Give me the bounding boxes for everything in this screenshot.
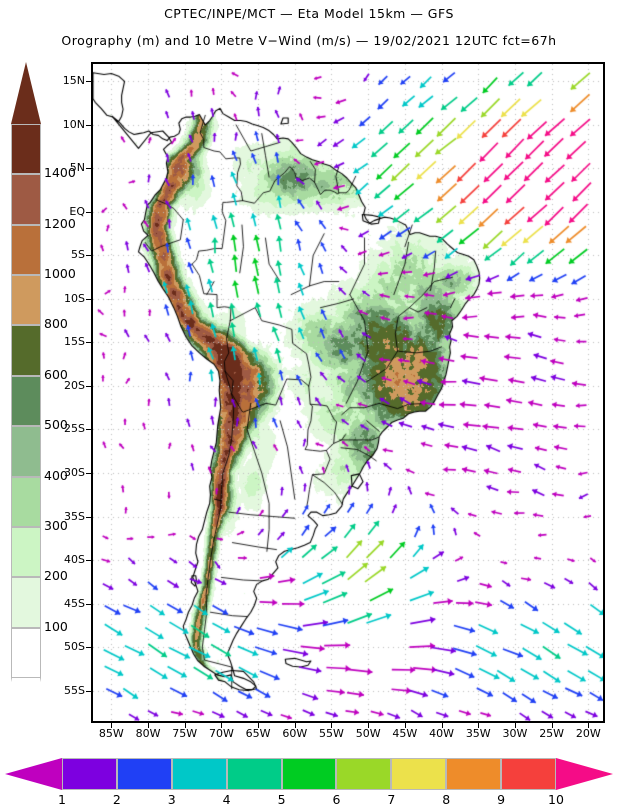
latitude-tick <box>86 429 91 431</box>
longitude-tick <box>404 723 406 728</box>
map-canvas[interactable] <box>93 64 603 721</box>
longitude-label: 40W <box>429 727 454 740</box>
latitude-label: 10N <box>62 117 85 131</box>
orography-colorbar <box>11 62 41 740</box>
longitude-tick <box>478 723 480 728</box>
latitude-tick <box>86 385 91 387</box>
orography-colorbar-label: 600 <box>44 366 68 382</box>
longitude-tick <box>331 723 333 728</box>
longitude-label: 35W <box>465 727 491 740</box>
longitude-label: 45W <box>392 727 418 740</box>
longitude-label: 20W <box>575 727 601 740</box>
orography-colorbar-cell <box>11 275 41 326</box>
latitude-label: 15N <box>62 74 85 88</box>
orography-colorbar-cell <box>11 124 41 175</box>
latitude-tick <box>86 560 91 561</box>
wind-colorbar-cell <box>446 758 502 790</box>
latitude-tick <box>86 603 91 605</box>
latitude-label: 40S <box>64 553 85 566</box>
longitude-tick <box>588 723 590 728</box>
longitude-tick <box>294 723 296 728</box>
wind-colorbar-cell <box>391 758 447 790</box>
latitude-label: 10S <box>64 291 85 305</box>
latitude-label: 5S <box>71 248 85 262</box>
orography-colorbar-bottom-arrow <box>11 678 41 740</box>
wind-colorbar-right-arrow <box>556 758 613 790</box>
orography-colorbar-label: 400 <box>44 467 68 483</box>
wind-colorbar-cell <box>501 758 556 790</box>
longitude-tick <box>514 723 516 728</box>
latitude-label: 55S <box>64 683 85 697</box>
longitude-tick <box>551 723 553 728</box>
latitude-label: EQ <box>69 204 85 218</box>
wind-colorbar-left-arrow <box>5 758 62 790</box>
orography-colorbar-label: 300 <box>44 517 68 533</box>
longitude-label: 75W <box>172 727 198 740</box>
latitude-label: 30S <box>64 465 85 479</box>
longitude-tick <box>221 723 223 728</box>
longitude-label: 60W <box>282 727 308 740</box>
orography-colorbar-cell <box>11 577 41 628</box>
wind-colorbar-cell <box>116 758 172 790</box>
wind-colorbar-cell <box>226 758 282 790</box>
latitude-tick <box>86 255 91 257</box>
latitude-tick <box>86 168 91 170</box>
longitude-tick <box>441 723 443 728</box>
orography-colorbar-cell <box>11 224 41 276</box>
orography-colorbar-label: 1200 <box>44 215 76 231</box>
latitude-label: 35S <box>64 509 85 523</box>
longitude-label: 30W <box>502 727 528 740</box>
longitude-label: 50W <box>355 727 381 740</box>
wind-colorbar-cell <box>171 758 227 790</box>
wind-speed-colorbar: 1 2 3 4 5 6 7 8 9 10 <box>0 758 618 807</box>
longitude-tick <box>368 723 370 728</box>
map-panel[interactable] <box>91 62 605 723</box>
latitude-tick <box>86 690 91 692</box>
longitude-tick <box>258 723 260 728</box>
wind-colorbar-cell <box>62 758 117 790</box>
latitude-tick <box>86 81 91 83</box>
orography-colorbar-top-arrow <box>11 62 41 124</box>
latitude-label: 45S <box>64 596 85 610</box>
latitude-tick <box>86 516 91 518</box>
longitude-label: 55W <box>319 727 344 740</box>
orography-colorbar-cell <box>11 375 41 427</box>
latitude-tick <box>86 342 91 344</box>
orography-colorbar-label: 500 <box>44 417 68 433</box>
orography-colorbar-label: 200 <box>44 568 68 584</box>
longitude-label: 65W <box>245 727 271 740</box>
page-title-sub: Orography (m) and 10 Metre V−Wind (m/s) … <box>61 33 557 48</box>
latitude-tick <box>86 211 91 213</box>
wind-colorbar-cell <box>336 758 392 790</box>
latitude-tick <box>86 472 91 474</box>
orography-colorbar-cell <box>11 174 41 225</box>
page-title-main: CPTEC/INPE/MCT — Eta Model 15km — GFS <box>164 6 454 21</box>
orography-colorbar-label: 100 <box>44 618 68 634</box>
longitude-tick <box>111 723 113 728</box>
longitude-label: 85W <box>98 727 124 740</box>
orography-colorbar-label: 800 <box>44 316 68 332</box>
orography-colorbar-cell <box>11 526 41 578</box>
longitude-tick <box>148 723 150 728</box>
orography-colorbar-label: 1000 <box>44 266 76 282</box>
latitude-label: 15S <box>64 335 85 349</box>
latitude-tick <box>86 647 91 649</box>
longitude-label: 80W <box>135 727 161 740</box>
latitude-label: 5N <box>69 161 85 175</box>
orography-colorbar-label: 1400 <box>44 165 76 181</box>
wind-colorbar-cell <box>281 758 337 790</box>
orography-colorbar-cell <box>11 627 41 678</box>
orography-colorbar-cell <box>11 325 41 376</box>
latitude-label: 25S <box>64 422 85 436</box>
latitude-tick <box>86 298 91 300</box>
latitude-label: 20S <box>64 378 85 392</box>
longitude-label: 25W <box>539 727 565 740</box>
latitude-tick <box>86 124 91 126</box>
longitude-tick <box>184 723 186 728</box>
latitude-label: 50S <box>64 640 85 654</box>
orography-colorbar-cell <box>11 426 41 477</box>
orography-colorbar-cell <box>11 476 41 527</box>
longitude-label: 70W <box>208 727 234 740</box>
